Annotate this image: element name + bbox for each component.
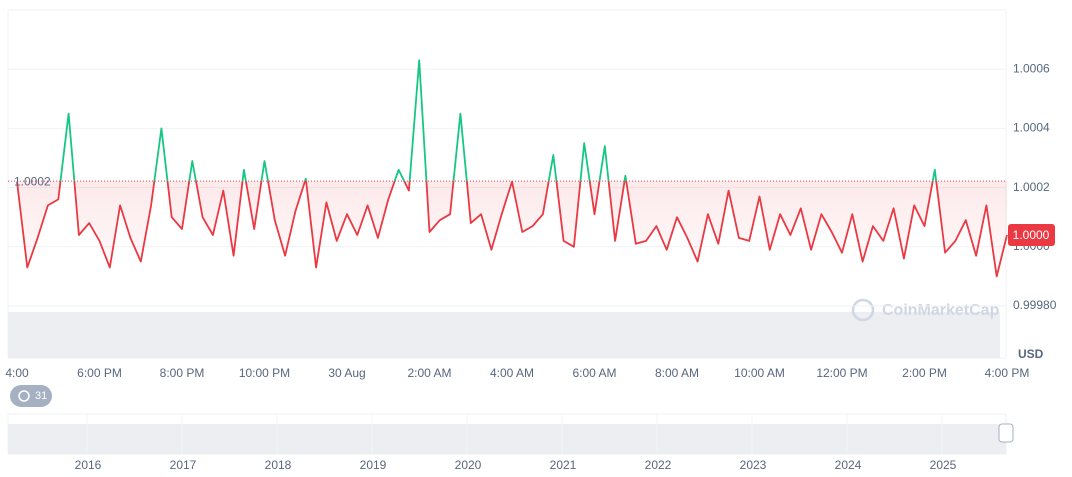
y-tick-label: 1.0002 [1013, 180, 1050, 194]
x-tick-label: 2:00 AM [407, 366, 451, 380]
area-fill [17, 181, 1007, 277]
x-tick-label: 8:00 AM [655, 366, 699, 380]
navigator-year: 2018 [265, 458, 292, 472]
price-tag [1008, 223, 1055, 246]
navigator-year: 2023 [740, 458, 767, 472]
navigator-area [8, 424, 1006, 454]
x-tick-label: 12:00 PM [816, 366, 867, 380]
x-tick-label: 30 Aug [328, 366, 365, 380]
navigator-handle[interactable] [998, 423, 1014, 443]
badge[interactable]: 31 [10, 385, 52, 407]
baseline-label: 1.0002 [14, 174, 51, 188]
navigator-year: 2017 [170, 458, 197, 472]
x-tick-label: 10:00 AM [734, 366, 785, 380]
x-tick-label: 4:00 AM [490, 366, 534, 380]
navigator-year: 2022 [645, 458, 672, 472]
x-tick-label: 8:00 PM [160, 366, 205, 380]
navigator-year: 2024 [835, 458, 862, 472]
y-tick-label: 0.99980 [1013, 298, 1057, 312]
badge-text: 31 [35, 390, 47, 402]
x-tick-label: 6:00 PM [77, 366, 122, 380]
price-line-down [16, 181, 1008, 278]
navigator-year: 2019 [360, 458, 387, 472]
x-tick-label: 6:00 AM [572, 366, 616, 380]
y-tick-label: 1.0004 [1013, 121, 1050, 135]
price-tag-label: 1.0000 [1013, 228, 1050, 242]
currency: USD [1018, 347, 1044, 361]
navigator-year: 2020 [455, 458, 482, 472]
x-tick-label: 4:00 PM [985, 366, 1030, 380]
navigator-year: 2016 [75, 458, 102, 472]
watermark-text: CoinMarketCap [882, 302, 1000, 319]
x-tick-label: 4:00 [5, 366, 29, 380]
navigator-year: 2021 [550, 458, 577, 472]
x-tick-label: 2:00 PM [902, 366, 947, 380]
y-tick-label: 1.0006 [1013, 61, 1050, 75]
x-tick-label: 10:00 PM [239, 366, 290, 380]
navigator-year: 2025 [930, 458, 957, 472]
volume-band [8, 312, 1000, 358]
